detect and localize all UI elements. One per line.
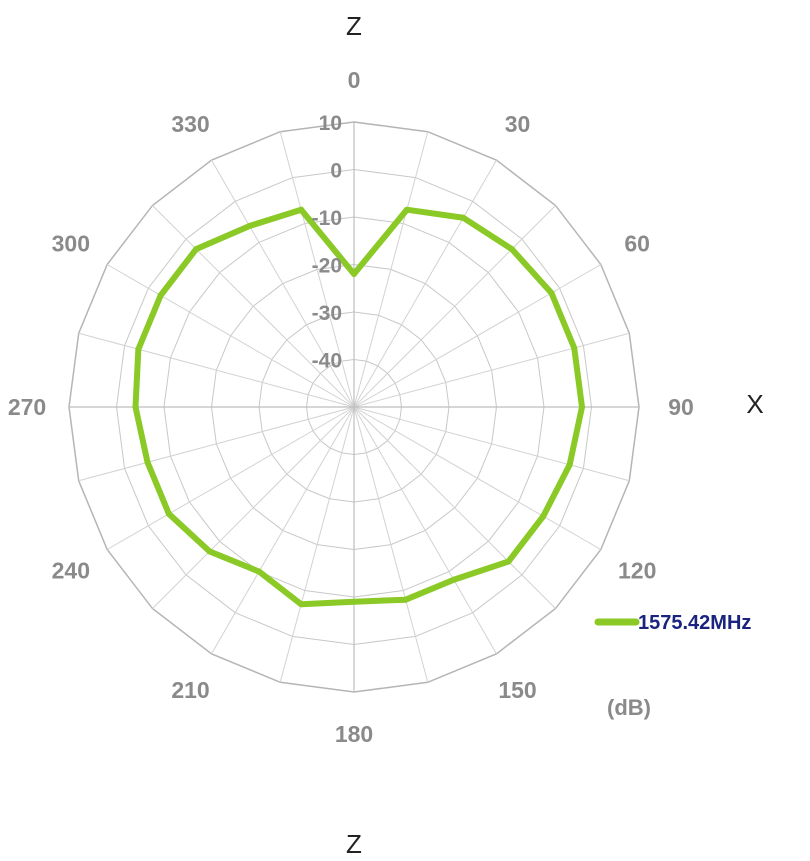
data-point bbox=[460, 214, 467, 221]
data-point bbox=[157, 292, 164, 299]
radial-tick-label: 10 bbox=[319, 112, 342, 135]
data-point bbox=[246, 223, 253, 230]
grid-spoke bbox=[106, 406, 355, 550]
data-point bbox=[508, 246, 515, 253]
legend: 1575.42MHz bbox=[594, 612, 751, 634]
grid-spoke bbox=[353, 406, 497, 655]
unit-label: (dB) bbox=[607, 695, 651, 720]
angular-tick-label: 120 bbox=[618, 558, 656, 584]
data-point bbox=[165, 510, 172, 517]
axis-letter-right: X bbox=[746, 389, 763, 419]
grid-spoke bbox=[353, 264, 602, 408]
radial-tick-label: -30 bbox=[312, 302, 342, 325]
angular-tick-label: 30 bbox=[505, 111, 531, 137]
angular-tick-label: 150 bbox=[498, 677, 536, 703]
data-point bbox=[579, 404, 585, 410]
grid-spoke bbox=[353, 406, 602, 550]
axis-letter-top: Z bbox=[346, 11, 362, 41]
data-point bbox=[193, 246, 200, 253]
grid-spoke bbox=[152, 406, 355, 609]
data-point bbox=[144, 459, 151, 466]
data-point bbox=[256, 568, 262, 575]
data-point bbox=[298, 601, 305, 608]
grid-spoke bbox=[353, 406, 556, 609]
angular-tick-label: 0 bbox=[348, 67, 361, 93]
grid-spoke bbox=[279, 406, 355, 683]
data-point bbox=[402, 596, 409, 603]
angular-tick-label: 210 bbox=[171, 677, 209, 703]
data-point bbox=[566, 461, 573, 468]
polar-grid bbox=[68, 121, 640, 693]
radial-tick-label: 0 bbox=[330, 160, 342, 183]
grid-spoke bbox=[353, 205, 556, 408]
angular-tick-label: 60 bbox=[624, 231, 650, 257]
grid-spoke bbox=[353, 406, 630, 482]
data-point bbox=[298, 206, 305, 213]
data-point bbox=[351, 598, 357, 605]
grid-spoke bbox=[211, 159, 355, 408]
data-point bbox=[450, 576, 457, 583]
data-point bbox=[351, 271, 357, 277]
data-point bbox=[548, 290, 555, 296]
grid-spoke bbox=[78, 332, 355, 408]
grid-spoke bbox=[211, 406, 355, 655]
radial-tick-label: -10 bbox=[312, 207, 342, 230]
grid-spoke bbox=[353, 332, 630, 408]
angular-tick-label: 180 bbox=[335, 721, 373, 747]
grid-spoke bbox=[353, 406, 429, 683]
data-point bbox=[540, 513, 547, 520]
angular-tick-label: 300 bbox=[52, 231, 90, 257]
data-point bbox=[206, 548, 213, 555]
radial-tick-labels: 10 0 -10 -20 -30 -40 bbox=[312, 112, 342, 373]
grid-spoke bbox=[78, 406, 355, 482]
legend-label: 1575.42MHz bbox=[638, 612, 751, 634]
angular-tick-label: 90 bbox=[668, 394, 694, 420]
angular-tick-label: 240 bbox=[52, 558, 90, 584]
angular-tick-labels: 0 30 60 90 120 150 180 210 240 270 300 330 bbox=[8, 67, 694, 747]
data-point bbox=[571, 344, 578, 351]
angular-tick-label: 270 bbox=[8, 394, 46, 420]
grid-spoke bbox=[353, 131, 429, 408]
series-layer bbox=[132, 206, 585, 608]
data-point bbox=[132, 404, 139, 410]
angular-tick-label: 330 bbox=[171, 111, 209, 137]
grid-spoke bbox=[152, 205, 355, 408]
data-point bbox=[505, 558, 512, 565]
data-point bbox=[135, 346, 142, 353]
grid-spoke bbox=[279, 131, 355, 408]
grid-spoke bbox=[106, 264, 355, 408]
radial-tick-label: -20 bbox=[312, 255, 342, 278]
radial-tick-label: -40 bbox=[312, 350, 342, 373]
axis-letter-bottom: Z bbox=[346, 829, 362, 859]
grid-spoke bbox=[353, 159, 497, 408]
data-point bbox=[403, 206, 410, 213]
